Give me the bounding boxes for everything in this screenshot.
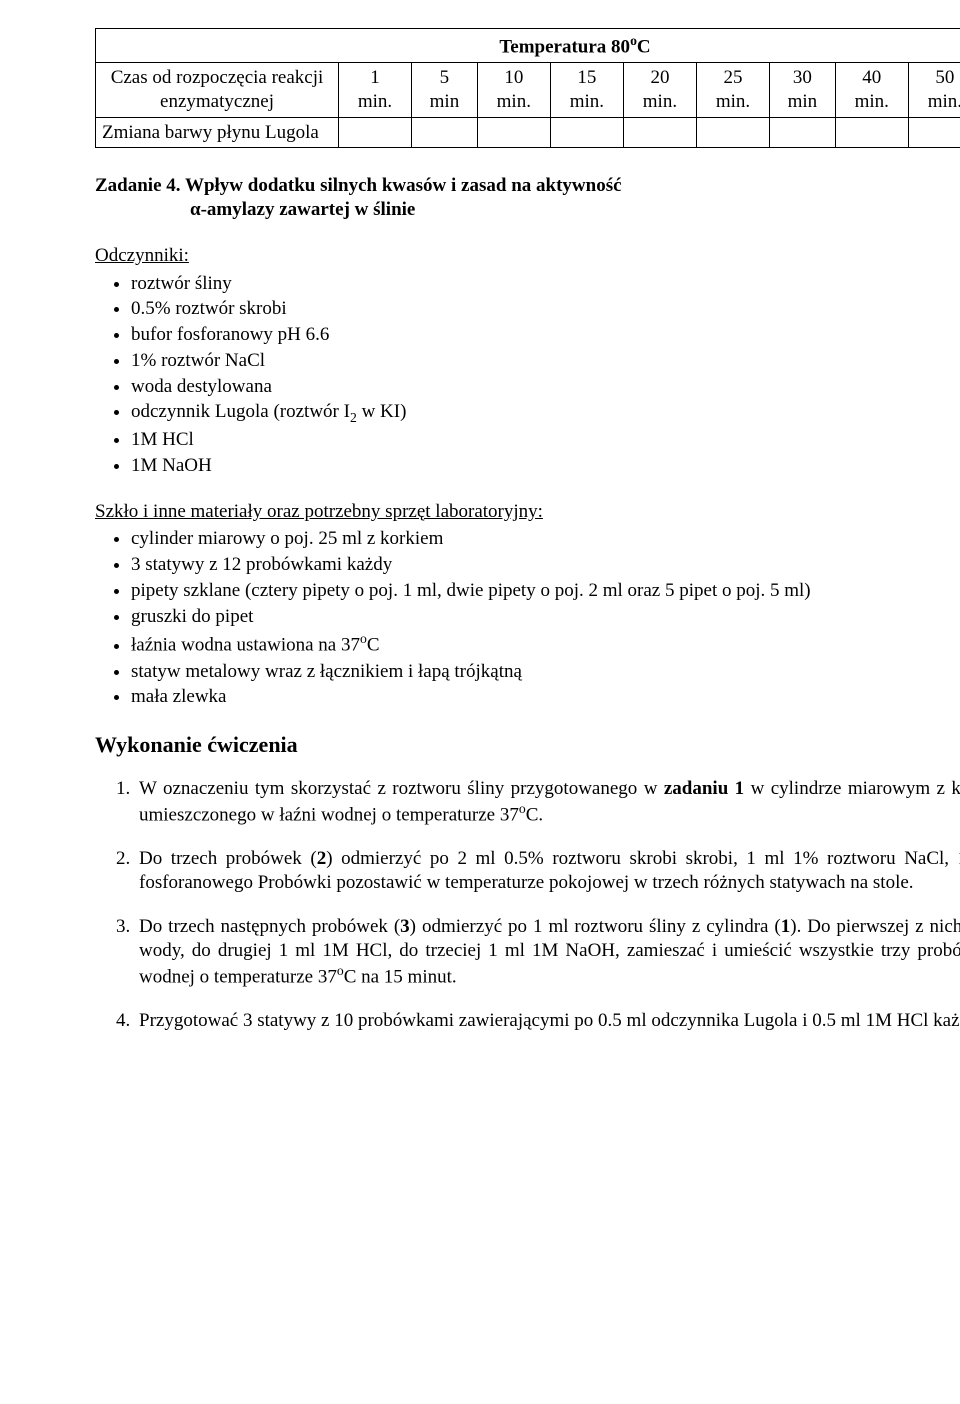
empty-cell <box>770 117 836 148</box>
col-1: 5min <box>412 63 478 118</box>
list-item: 0.5% roztwór skrobi <box>131 297 960 321</box>
col-3: 15min. <box>550 63 623 118</box>
list-item: mała zlewka <box>131 685 960 709</box>
list-item: łaźnia wodna ustawiona na 37oC <box>131 630 960 657</box>
table-row: Czas od rozpoczęcia reakcji enzymatyczne… <box>96 63 960 118</box>
task-title-line1: Wpływ dodatku silnych kwasów i zasad na … <box>185 175 622 196</box>
col-7: 40min. <box>835 63 908 118</box>
empty-cell <box>550 117 623 148</box>
empty-cell <box>835 117 908 148</box>
col-4: 20min. <box>623 63 696 118</box>
reagents-list: roztwór śliny0.5% roztwór skrobibufor fo… <box>95 272 960 478</box>
empty-cell <box>908 117 960 148</box>
list-item: 3 statywy z 12 probówkami każdy <box>131 553 960 577</box>
list-item: 1M HCl <box>131 428 960 452</box>
table-row: Zmiana barwy płynu Lugola <box>96 117 960 148</box>
row-label-time: Czas od rozpoczęcia reakcji enzymatyczne… <box>96 63 339 118</box>
row-label-change: Zmiana barwy płynu Lugola <box>96 117 339 148</box>
step-item: W oznaczeniu tym skorzystać z roztworu ś… <box>135 777 960 828</box>
list-item: bufor fosforanowy pH 6.6 <box>131 323 960 347</box>
procedure-heading: Wykonanie ćwiczenia <box>95 731 960 759</box>
step-item: Do trzech następnych probówek (3) odmier… <box>135 915 960 990</box>
glassware-list: cylinder miarowy o poj. 25 ml z korkiem3… <box>95 527 960 709</box>
task-number: Zadanie 4. <box>95 175 185 196</box>
step-item: Do trzech probówek (2) odmierzyć po 2 ml… <box>135 847 960 895</box>
empty-cell <box>339 117 412 148</box>
col-5: 25min. <box>696 63 769 118</box>
step-item: Przygotować 3 statywy z 10 probówkami za… <box>135 1009 960 1033</box>
empty-cell <box>623 117 696 148</box>
col-2: 10min. <box>477 63 550 118</box>
glassware-heading: Szkło i inne materiały oraz potrzebny sp… <box>95 500 960 524</box>
list-item: gruszki do pipet <box>131 605 960 629</box>
list-item: woda destylowana <box>131 375 960 399</box>
empty-cell <box>412 117 478 148</box>
steps-list: W oznaczeniu tym skorzystać z roztworu ś… <box>95 777 960 1034</box>
reagents-heading: Odczynniki: <box>95 244 960 268</box>
list-item: cylinder miarowy o poj. 25 ml z korkiem <box>131 527 960 551</box>
col-6: 30min <box>770 63 836 118</box>
col-0: 1min. <box>339 63 412 118</box>
list-item: statyw metalowy wraz z łącznikiem i łapą… <box>131 660 960 684</box>
table-header-cell: Temperatura 80oC <box>96 29 960 63</box>
col-8: 50min. <box>908 63 960 118</box>
list-item: pipety szklane (cztery pipety o poj. 1 m… <box>131 579 960 603</box>
list-item: roztwór śliny <box>131 272 960 296</box>
empty-cell <box>477 117 550 148</box>
list-item: odczynnik Lugola (roztwór I2 w KI) <box>131 400 960 426</box>
temperature-table: Temperatura 80oC Czas od rozpoczęcia rea… <box>95 28 960 148</box>
task-title: Zadanie 4. Wpływ dodatku silnych kwasów … <box>95 174 960 222</box>
list-item: 1% roztwór NaCl <box>131 349 960 373</box>
list-item: 1M NaOH <box>131 454 960 478</box>
empty-cell <box>696 117 769 148</box>
task-title-line2: α-amylazy zawartej w ślinie <box>95 198 960 222</box>
